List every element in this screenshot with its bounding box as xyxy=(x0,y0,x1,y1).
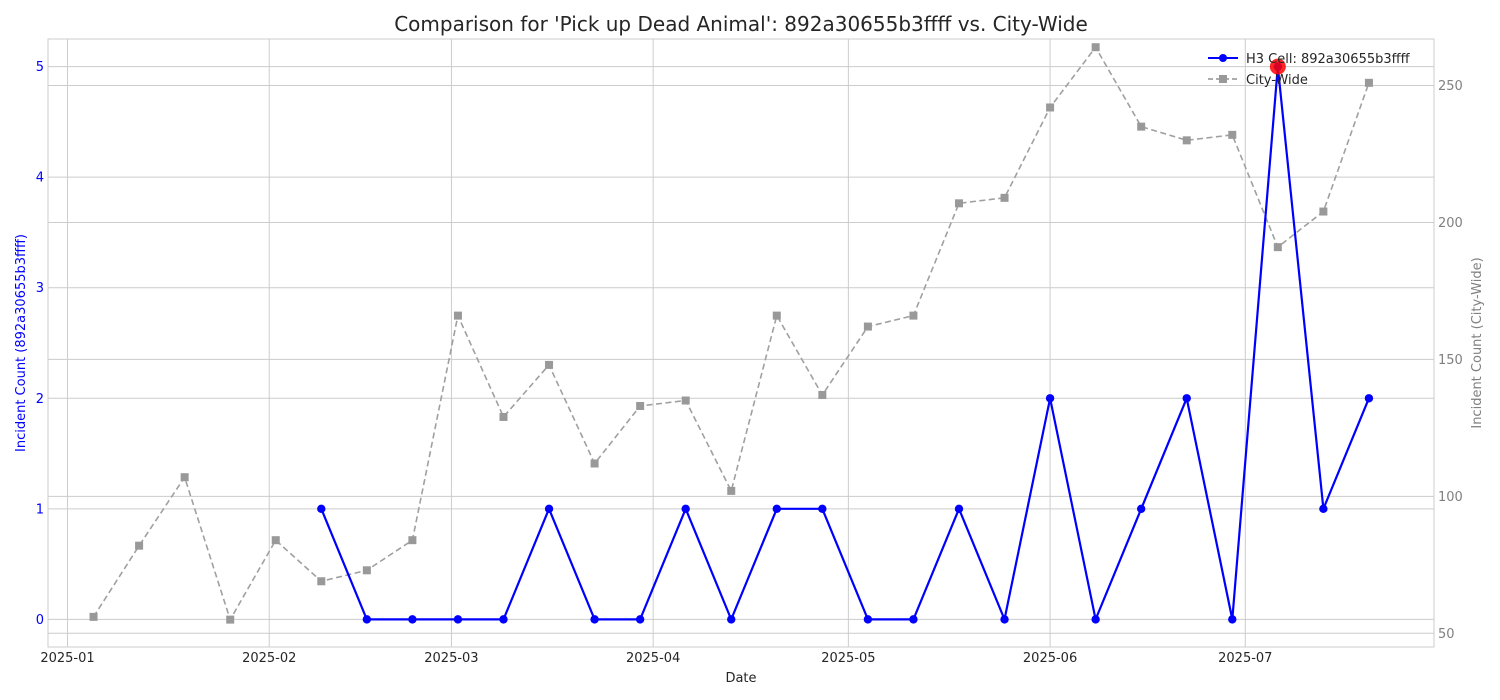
data-point-h3 xyxy=(453,615,463,624)
data-point-citywide xyxy=(453,311,462,320)
series-line-citywide xyxy=(92,45,1370,622)
x-tick-label: 2025-05 xyxy=(821,651,875,666)
data-point-h3 xyxy=(590,615,599,624)
x-tick-label: 2025-01 xyxy=(40,651,94,666)
y-left-tick-label: 2 xyxy=(36,392,44,407)
y-left-tick-label: 0 xyxy=(36,613,44,628)
data-point-h3 xyxy=(727,615,736,624)
data-point-h3 xyxy=(954,504,964,514)
data-point-citywide xyxy=(362,566,371,575)
x-tick-label: 2025-04 xyxy=(626,651,680,666)
plot-frame xyxy=(47,38,1435,648)
data-point-citywide xyxy=(727,486,736,495)
data-point-citywide xyxy=(135,541,144,550)
data-point-h3 xyxy=(1091,615,1100,624)
data-point-citywide xyxy=(271,536,280,545)
data-point-citywide xyxy=(636,401,645,410)
data-point-citywide xyxy=(408,536,417,545)
y-axis-right-label: Incident Count (City-Wide) xyxy=(1470,257,1485,428)
data-point-citywide xyxy=(1137,122,1146,131)
legend-marker-h3 xyxy=(1219,54,1227,62)
data-point-h3 xyxy=(1045,394,1055,403)
data-point-citywide xyxy=(772,311,781,320)
legend-marker-citywide xyxy=(1219,75,1227,83)
data-point-citywide xyxy=(89,612,98,621)
data-point-h3 xyxy=(635,615,645,624)
data-point-h3 xyxy=(499,615,508,624)
data-point-citywide xyxy=(1046,103,1055,112)
data-point-h3 xyxy=(1182,394,1191,403)
data-point-citywide xyxy=(681,396,690,405)
data-point-citywide xyxy=(818,391,827,400)
chart-title: Comparison for 'Pick up Dead Animal': 89… xyxy=(394,12,1088,36)
data-point-citywide xyxy=(1091,43,1100,52)
data-point-h3 xyxy=(772,504,781,514)
x-tick-label: 2025-07 xyxy=(1218,651,1272,666)
data-point-citywide xyxy=(499,412,508,421)
data-point-h3 xyxy=(681,504,690,514)
x-axis-label: Date xyxy=(725,671,756,686)
y-left-tick-label: 1 xyxy=(36,502,44,517)
data-point-citywide xyxy=(317,577,326,586)
data-point-citywide xyxy=(1364,78,1373,87)
y-right-tick-label: 200 xyxy=(1438,216,1463,231)
y-right-tick-label: 150 xyxy=(1438,353,1463,368)
series xyxy=(89,43,1374,624)
x-tick-label: 2025-03 xyxy=(424,651,478,666)
grid xyxy=(48,39,1434,647)
data-point-h3 xyxy=(408,615,417,624)
y-right-tick-label: 50 xyxy=(1438,627,1455,642)
data-point-citywide xyxy=(1319,207,1328,216)
x-tick-label: 2025-02 xyxy=(242,651,296,666)
data-point-h3 xyxy=(1319,504,1328,514)
data-point-citywide xyxy=(1273,243,1282,252)
data-point-h3 xyxy=(1228,615,1237,624)
y-axis-left-label: Incident Count (892a30655b3ffff) xyxy=(14,234,29,452)
data-point-citywide xyxy=(954,199,963,208)
data-point-h3 xyxy=(909,615,918,624)
data-point-citywide xyxy=(1228,130,1237,139)
y-right-tick-label: 100 xyxy=(1438,490,1463,505)
ticks: 2025-01 2025-02 2025-03 2025-04 2025-05 2025-… xyxy=(36,60,1463,666)
legend: H3 Cell: 892a30655b3ffff City-Wide xyxy=(1208,52,1411,88)
data-point-h3 xyxy=(362,615,372,624)
data-point-citywide xyxy=(1000,193,1009,202)
y-right-tick-label: 250 xyxy=(1438,79,1463,94)
data-point-h3 xyxy=(1364,394,1374,403)
y-left-tick-label: 4 xyxy=(36,171,44,186)
data-point-citywide xyxy=(590,459,599,468)
y-left-tick-label: 3 xyxy=(36,281,44,296)
data-point-h3 xyxy=(1136,504,1146,514)
x-tick-label: 2025-06 xyxy=(1023,651,1077,666)
series-line-h3 xyxy=(320,66,1370,624)
data-point-citywide xyxy=(1182,136,1191,145)
data-point-h3 xyxy=(317,504,326,514)
data-point-citywide xyxy=(863,322,872,331)
legend-label-citywide: City-Wide xyxy=(1246,73,1308,88)
highlight-point xyxy=(1269,58,1286,75)
data-point-citywide xyxy=(545,360,554,369)
data-point-h3 xyxy=(818,504,827,514)
data-point-citywide xyxy=(180,473,189,482)
data-point-citywide xyxy=(909,311,918,320)
legend-label-h3: H3 Cell: 892a30655b3ffff xyxy=(1246,52,1411,67)
data-point-h3 xyxy=(1000,615,1009,624)
data-point-h3 xyxy=(544,504,554,514)
data-point-h3 xyxy=(863,615,873,624)
data-point-citywide xyxy=(226,615,235,624)
y-left-tick-label: 5 xyxy=(36,60,44,75)
